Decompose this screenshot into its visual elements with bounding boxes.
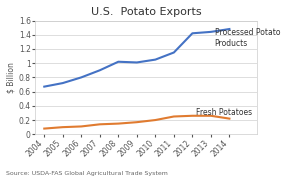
Y-axis label: $ Billion: $ Billion <box>7 62 16 93</box>
Title: U.S.  Potato Exports: U.S. Potato Exports <box>91 7 201 17</box>
Text: Source: USDA-FAS Global Agricultural Trade System: Source: USDA-FAS Global Agricultural Tra… <box>6 171 168 176</box>
Text: Processed Potato
Products: Processed Potato Products <box>215 28 280 48</box>
Text: Fresh Potatoes: Fresh Potatoes <box>196 108 252 117</box>
